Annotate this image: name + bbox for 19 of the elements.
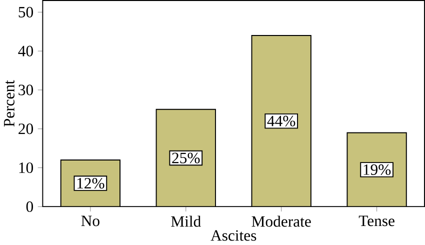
y-tick-label: 30: [18, 84, 34, 96]
x-tick-label: Tense: [358, 216, 394, 226]
data-label: 19%: [364, 164, 391, 176]
x-tick-label: No: [81, 216, 100, 226]
x-tick-label: Moderate: [252, 216, 311, 227]
y-tick-label: 0: [26, 201, 34, 212]
bar: [346, 132, 407, 207]
y-tick-label: 50: [18, 6, 34, 18]
y-tick-label: 20: [18, 124, 34, 134]
y-tick-label: 40: [18, 46, 34, 56]
x-axis-title: Ascites: [210, 230, 256, 241]
data-label: 44%: [267, 116, 296, 126]
bar: [251, 35, 312, 207]
data-label: 12%: [77, 178, 104, 189]
bar: [156, 109, 216, 207]
x-tick-label: Mild: [171, 216, 201, 227]
y-tick-label: 10: [19, 162, 34, 174]
data-label: 25%: [172, 152, 200, 164]
y-axis-title: Percent: [4, 80, 14, 127]
